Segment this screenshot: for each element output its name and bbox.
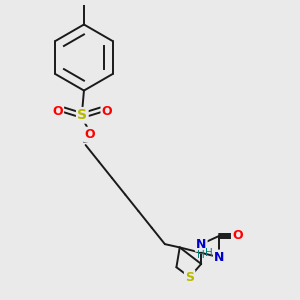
Text: S: S	[77, 108, 87, 122]
Text: O: O	[52, 105, 63, 118]
Text: O: O	[232, 230, 243, 242]
Text: S: S	[185, 271, 194, 284]
Text: O: O	[84, 128, 95, 141]
Text: O: O	[102, 105, 112, 118]
Text: N: N	[196, 238, 206, 250]
Text: H: H	[197, 250, 205, 260]
Text: H: H	[205, 248, 213, 258]
Text: N: N	[214, 251, 224, 264]
